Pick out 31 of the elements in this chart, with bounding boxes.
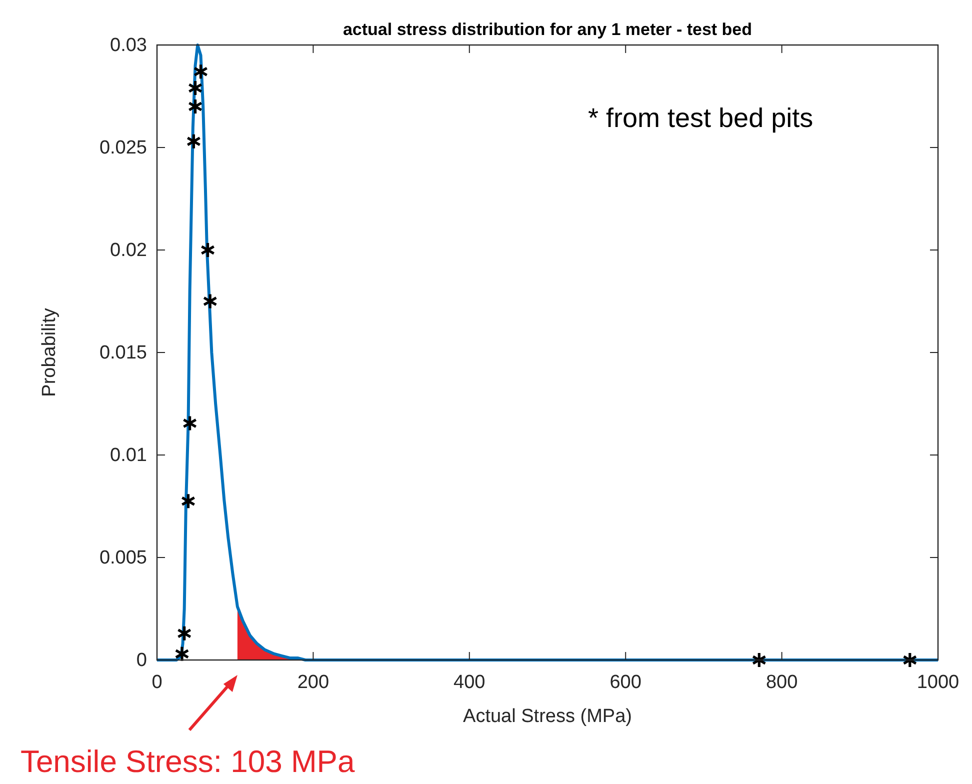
point [902,652,918,668]
line-series [156,44,940,662]
annotation: Tensile Stress: 103 MPa [20,744,356,779]
point [186,133,202,150]
y-axis-title: Probability [39,308,60,397]
chart-title: actual stress distribution for any 1 meter - test bed [342,20,752,39]
point [188,98,203,115]
x-tick-label: 1000 [916,672,960,693]
point [202,292,218,310]
point [188,80,203,96]
point [752,652,767,668]
y-tick-label: 0.025 [99,138,147,158]
x-tick-label: 400 [454,672,486,693]
point [174,646,190,662]
y-tick-label: 0.015 [99,342,147,364]
y-tick-label: 0.03 [110,35,147,56]
x-axis-title: Actual Stress (MPa) [463,706,632,727]
x-tick-label: 800 [766,672,798,693]
point [176,625,192,642]
point [182,414,198,432]
y-tick-label: 0.02 [110,240,147,261]
x-tick-label: 600 [610,672,642,693]
y-tick-label: 0 [136,650,147,671]
x-tick-label: 0 [152,672,162,693]
point [193,63,208,80]
y-tick-label: 0.005 [99,548,147,568]
annotation: * from test bed pits [588,103,814,133]
y-tick-label: 0.01 [110,445,147,466]
point [200,242,216,258]
point [180,492,196,510]
x-tick-label: 200 [297,672,330,693]
